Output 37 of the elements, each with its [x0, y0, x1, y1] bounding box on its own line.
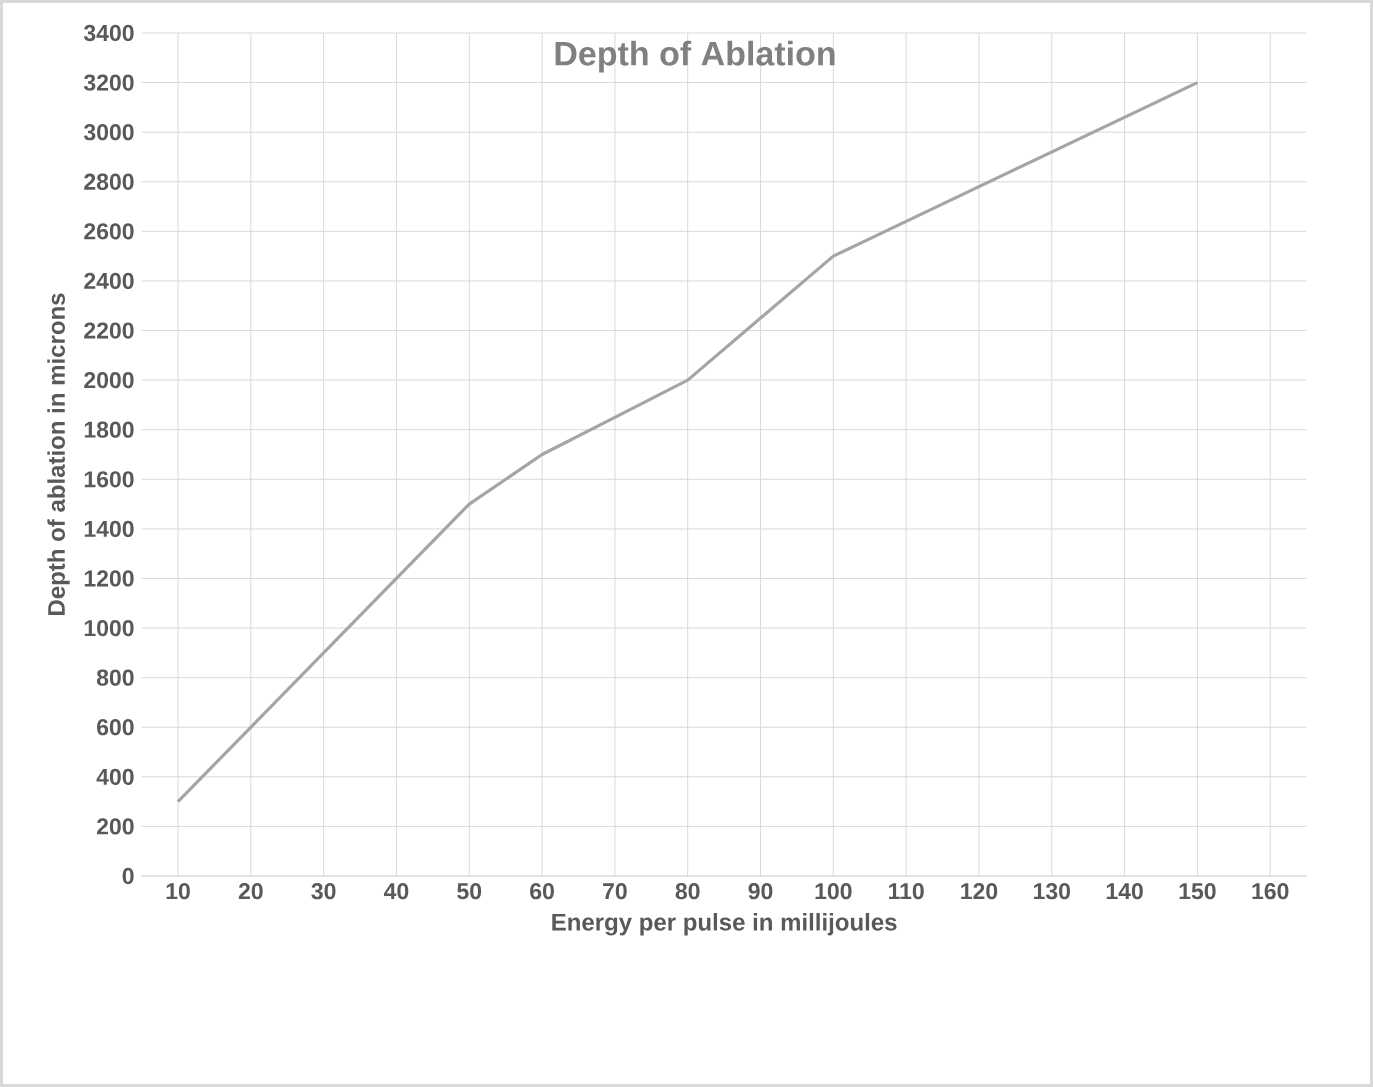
x-tick-label: 150	[1179, 883, 1216, 900]
x-tick-label: 90	[748, 883, 773, 900]
y-tick-label: 2800	[84, 173, 134, 190]
y-tick-label: 800	[96, 669, 134, 686]
x-tick-label: 20	[238, 883, 263, 900]
x-tick-label: 50	[457, 883, 482, 900]
y-tick-label: 200	[96, 818, 134, 835]
y-tick-label: 1400	[84, 520, 134, 538]
y-tick-label: 3200	[83, 74, 134, 91]
y-tick-label: 1200	[84, 570, 134, 587]
y-tick-label: 2000	[84, 371, 134, 389]
x-tick-label: 140	[1106, 883, 1143, 900]
chart-title: Depth of Ablation	[555, 40, 835, 73]
x-tick-label: 40	[383, 883, 409, 900]
y-tick-label: 1000	[84, 619, 134, 637]
x-axis-title: Energy per pulse in millijoules	[552, 913, 897, 936]
y-tick-label: 1600	[84, 471, 134, 488]
y-tick-label: 0	[122, 867, 134, 885]
x-tick-label: 80	[675, 883, 700, 900]
x-tick-label: 30	[311, 883, 336, 900]
x-tick-label: 10	[166, 883, 190, 900]
y-tick-label: 1800	[84, 421, 134, 438]
y-tick-label: 600	[97, 719, 134, 736]
x-tick-label: 60	[530, 883, 554, 900]
x-tick-label: 130	[1034, 883, 1070, 900]
x-tick-label: 110	[889, 883, 924, 900]
y-tick-label: 400	[96, 768, 134, 785]
x-tick-label: 120	[961, 883, 998, 900]
x-tick-label: 70	[603, 883, 627, 900]
y-tick-label: 2600	[84, 223, 134, 240]
y-tick-label: 3000	[83, 124, 134, 141]
y-tick-label: 3400	[83, 24, 134, 42]
y-tick-label: 2200	[84, 322, 134, 339]
y-tick-label: 2400	[84, 272, 134, 290]
y-axis-title: Depth of ablation in microns	[47, 293, 70, 615]
x-tick-label: 160	[1252, 883, 1289, 900]
x-tick-label: 100	[815, 883, 852, 900]
